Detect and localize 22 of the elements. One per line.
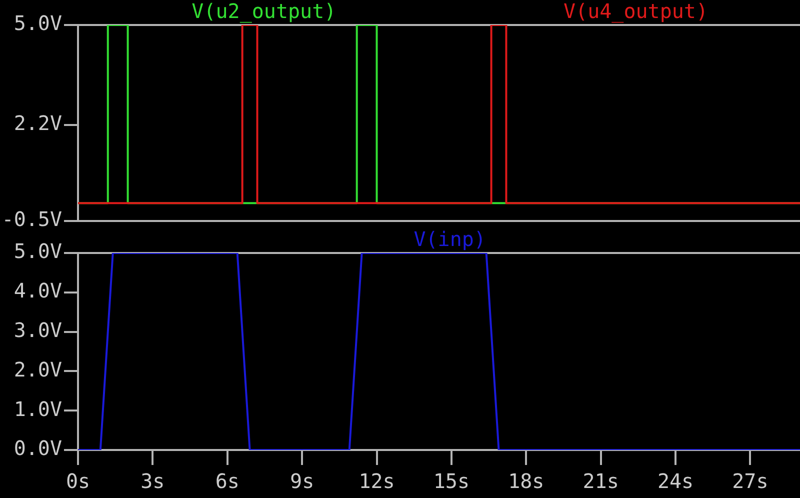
series-label: V(inp) [414, 227, 486, 252]
x-tick-label: 18s [508, 469, 544, 494]
series-label: V(u2_output) [192, 0, 336, 24]
y-tick-label: 3.0V [14, 318, 62, 342]
x-tick-label: 9s [290, 469, 314, 494]
y-tick-label: 5.0V [14, 11, 62, 36]
x-tick-label: 6s [215, 469, 240, 494]
text: V(u4_output) [563, 0, 708, 24]
x-tick-label: 12s [358, 469, 395, 494]
y-tick-label: 1.0V [14, 396, 62, 421]
y-tick-label: 4.0V [14, 278, 62, 303]
y-tick-label: 2.2V [14, 110, 62, 135]
y-tick-label: 2.0V [14, 357, 62, 382]
x-tick-label: 21s [582, 469, 619, 494]
y-tick-label: -0.5V [2, 207, 62, 232]
x-tick-label: 27s [732, 469, 768, 494]
y-tick-label: 5.0V [14, 239, 62, 264]
y-tick-label: 0.0V [14, 436, 62, 460]
x-tick-label: 3s [140, 469, 165, 494]
x-tick-label: 15s [433, 469, 470, 494]
x-tick-label: 0s [66, 469, 90, 494]
x-tick-label: 24s [657, 469, 694, 494]
